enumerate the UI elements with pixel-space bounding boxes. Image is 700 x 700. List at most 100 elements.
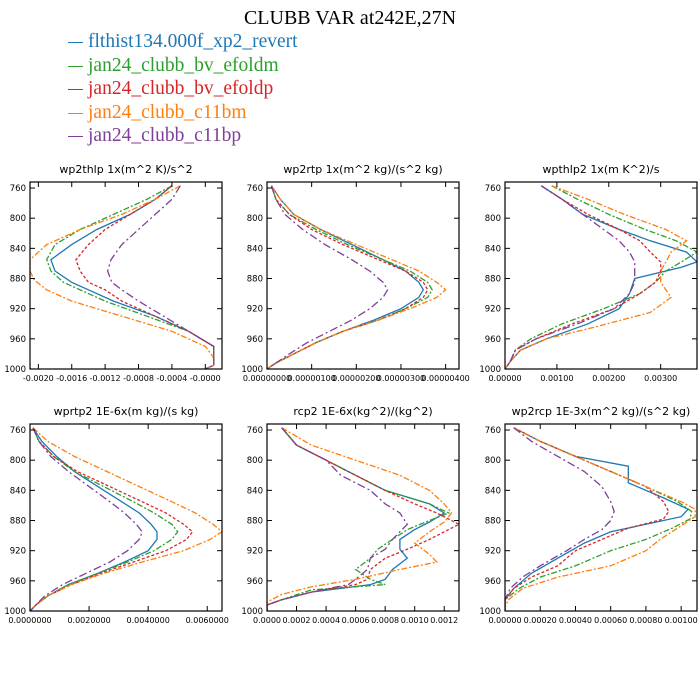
y-tick-label: 1000 (4, 607, 26, 617)
legend-label: flthist134.000f_xp2_revert (88, 31, 298, 52)
y-tick-label: 840 (247, 244, 263, 254)
plot-frame (266, 423, 460, 612)
y-tick-label: 880 (10, 517, 26, 527)
series-line (30, 427, 222, 611)
x-tick-label: 0.00000000 (243, 374, 291, 383)
x-tick-label: 0.00000300 (377, 374, 425, 383)
legend-label: jan24_clubb_bv_efoldm (88, 54, 279, 76)
x-tick-label: 0.00000400 (421, 374, 469, 383)
x-tick-label: 0.00000200 (332, 374, 380, 383)
chart-title: wp2rcp 1E-3x(m^2 kg)/(s^2 kg) (512, 405, 691, 418)
plot-area (267, 427, 459, 611)
y-tick-label: 880 (247, 275, 263, 285)
series-line (30, 427, 179, 611)
y-tick-label: 840 (485, 486, 501, 496)
series-line (505, 427, 615, 611)
chart-panel: wpthlp2 1x(m K^2)/s 760 800 840 880 920 960 100… (479, 163, 698, 383)
y-tick-label: 960 (10, 335, 26, 345)
chart-panel: rcp2 1E-6x(kg^2)/(kg^2) 760 800 840 880 920 96… (241, 405, 460, 625)
series-line (505, 185, 697, 369)
y-tick-label: 880 (485, 275, 501, 285)
y-tick-label: 920 (485, 305, 501, 315)
x-tick-label: 0.00000 (488, 374, 521, 383)
y-tick-label: 880 (247, 517, 263, 527)
y-tick-label: 760 (10, 184, 26, 194)
y-tick-label: 800 (247, 456, 263, 466)
x-tick-label: 0.00000 (488, 616, 521, 625)
legend-item: jan24_clubb_bv_efoldp (68, 77, 298, 101)
x-tick-label: 0.00060 (594, 616, 627, 625)
series-line (50, 185, 215, 369)
y-tick-label: 840 (10, 486, 26, 496)
chart-title: rcp2 1E-6x(kg^2)/(kg^2) (293, 405, 432, 418)
x-tick-label: 0.00300 (644, 374, 677, 383)
series-line (267, 185, 433, 369)
legend: flthist134.000f_xp2_revert jan24_clubb_b… (68, 30, 298, 148)
y-tick-label: 880 (10, 275, 26, 285)
series-line (267, 427, 453, 611)
x-tick-label: -0.0016 (56, 374, 87, 383)
series-line (505, 427, 696, 611)
y-tick-label: 920 (247, 305, 263, 315)
x-tick-label: 0.00020 (524, 616, 557, 625)
y-tick-label: 760 (247, 184, 263, 194)
series-line (267, 185, 447, 369)
series-line (267, 427, 409, 611)
plot-area (30, 427, 222, 611)
legend-item: flthist134.000f_xp2_revert (68, 30, 298, 54)
series-line (267, 427, 451, 611)
x-tick-label: 0.0008 (371, 616, 399, 625)
y-tick-label: 960 (485, 577, 501, 587)
series-line (267, 185, 389, 369)
chart-title: wp2rtp 1x(m^2 kg)/(s^2 kg) (283, 163, 442, 176)
series-line (267, 185, 429, 369)
legend-item: jan24_clubb_c11bm (68, 101, 298, 125)
chart-title: wprtp2 1E-6x(m kg)/(s kg) (54, 405, 199, 418)
y-tick-label: 960 (10, 577, 26, 587)
y-tick-label: 1000 (4, 365, 26, 375)
legend-label: jan24_clubb_c11bm (88, 101, 247, 123)
x-tick-label: -0.0000 (190, 374, 221, 383)
x-tick-label: 0.0012 (430, 616, 458, 625)
legend-swatch (68, 42, 83, 44)
x-tick-label: 0.0020000 (67, 616, 110, 625)
series-line (30, 185, 215, 369)
legend-item: jan24_clubb_bv_efoldm (68, 54, 298, 78)
legend-label: jan24_clubb_c11bp (88, 125, 242, 146)
series-line (505, 427, 693, 611)
y-tick-label: 920 (10, 547, 26, 557)
plot-frame (504, 423, 698, 612)
y-tick-label: 880 (485, 517, 501, 527)
series-line (505, 185, 697, 369)
x-tick-label: 0.0004 (312, 616, 340, 625)
chart-panel: wp2thlp 1x(m^2 K)/s^2 760 800 840 880 920 960 1… (4, 163, 223, 383)
y-tick-label: 800 (485, 456, 501, 466)
legend-swatch (68, 112, 83, 114)
plot-area (30, 185, 215, 369)
x-tick-label: -0.0020 (23, 374, 54, 383)
y-tick-label: 840 (247, 486, 263, 496)
series-line (106, 185, 215, 369)
x-tick-label: -0.0012 (90, 374, 121, 383)
legend-item: jan24_clubb_c11bp (68, 124, 298, 148)
y-tick-label: 960 (247, 335, 263, 345)
y-tick-label: 760 (485, 426, 501, 436)
chart-panel: wp2rtp 1x(m^2 kg)/(s^2 kg) 760 800 840 880 92… (241, 163, 469, 383)
plot-area (505, 427, 696, 611)
figure-title: CLUBB VAR at242E,27N (243, 7, 457, 29)
series-line (30, 427, 158, 611)
chart-panel: wp2rcp 1E-3x(m^2 kg)/(s^2 kg) 760 800 840 88… (479, 405, 697, 625)
x-tick-label: 0.0040000 (127, 616, 170, 625)
x-tick-label: 0.0006 (342, 616, 370, 625)
x-tick-label: 0.0002 (283, 616, 311, 625)
series-line (267, 427, 459, 611)
y-tick-label: 1000 (241, 365, 263, 375)
series-line (30, 427, 194, 611)
y-tick-label: 800 (247, 214, 263, 224)
plot-frame (29, 423, 223, 612)
plot-frame (504, 181, 698, 370)
x-tick-label: -0.0004 (156, 374, 187, 383)
x-tick-label: 0.00200 (592, 374, 625, 383)
y-tick-label: 840 (10, 244, 26, 254)
